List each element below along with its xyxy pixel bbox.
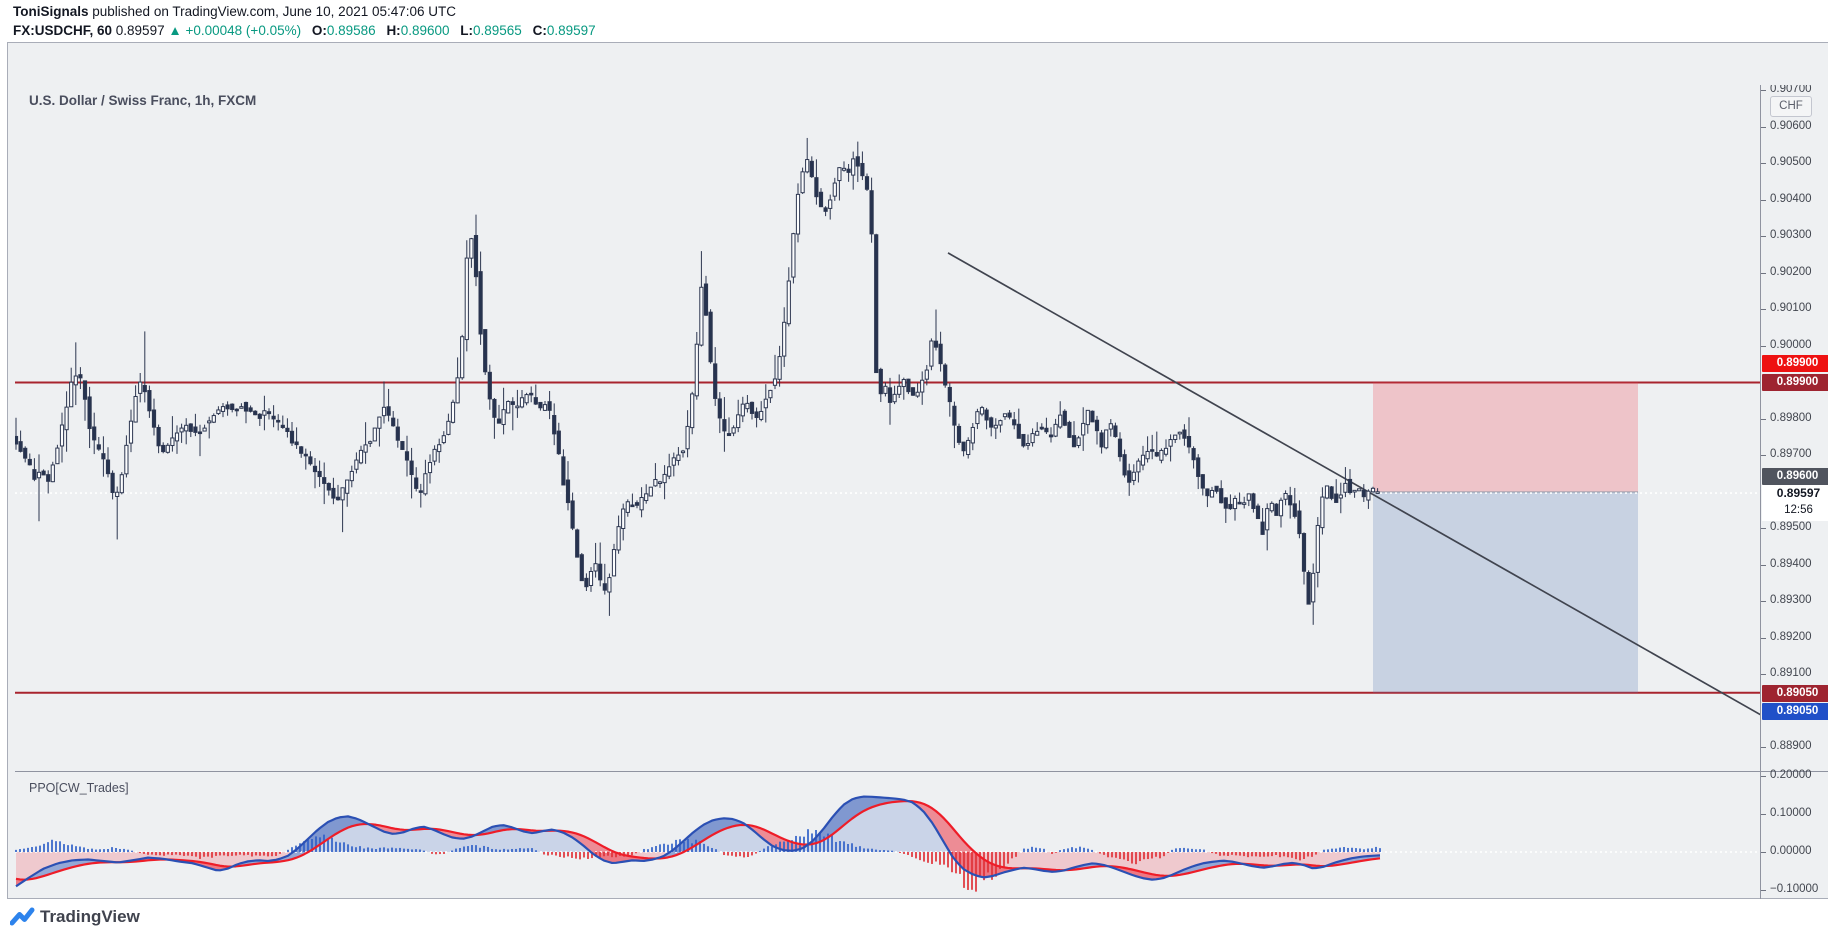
price-tick-label: 0.90500: [1770, 156, 1812, 168]
price-tick-label: 0.90700: [1770, 85, 1812, 95]
price-level-badge: 0.89050: [1762, 685, 1828, 702]
price-scale[interactable]: CHF 0.89597 12:56 0.90700 0.90600 0.90500 0…: [1761, 85, 1828, 914]
price-level-badge: 0.89900: [1762, 355, 1828, 372]
reward-zone[interactable]: [1373, 492, 1638, 693]
price-tick-label: 0.89700: [1770, 448, 1812, 460]
tradingview-logo-icon[interactable]: [10, 905, 36, 931]
ppo-tick-label: 0.00000: [1770, 845, 1812, 857]
price-tick-mark: [1761, 674, 1766, 675]
price-tick-mark: [1761, 236, 1766, 237]
ppo-signal-fill: [1108, 866, 1168, 880]
price-change: +0.00048 (+0.05%): [185, 23, 302, 38]
price-tick-mark: [1761, 747, 1766, 748]
price-tick-label: 0.89300: [1770, 594, 1812, 606]
publisher-name: ToniSignals: [13, 4, 89, 19]
price-tick-label: 0.89200: [1770, 631, 1812, 643]
ppo-signal-fill: [808, 796, 908, 845]
price-tick-label: 0.90400: [1770, 193, 1812, 205]
snapshot-header: ToniSignals published on TradingView.com…: [13, 2, 1413, 40]
footer-bar: TradingView: [0, 899, 1828, 937]
symbol-info-line: FX:USDCHF, 60 0.89597 ▲ +0.00048 (+0.05%…: [13, 21, 1413, 40]
price-tick-label: 0.90100: [1770, 302, 1812, 314]
ppo-zero-fill: [952, 852, 1380, 880]
up-triangle-icon: ▲: [168, 23, 182, 38]
price-level-badge: 0.89600: [1762, 468, 1828, 485]
ppo-tick-label: 0.10000: [1770, 807, 1812, 819]
price-tick-mark: [1761, 528, 1766, 529]
low-label: L:: [460, 23, 474, 38]
ppo-signal-fill: [236, 816, 368, 867]
ppo-signal-fill: [476, 825, 516, 835]
publish-info-text: published on TradingView.com, June 10, 2…: [88, 4, 457, 19]
symbol-interval: FX:USDCHF, 60: [13, 23, 113, 38]
ppo-tick-mark: [1761, 890, 1766, 891]
ppo-pane-canvas[interactable]: [15, 771, 1760, 914]
ppo-signal-line: [15, 800, 1381, 881]
ppo-signal-fill: [748, 825, 804, 851]
chart-widget: U.S. Dollar / Swiss Franc, 1h, FXCM PPO[…: [7, 42, 1828, 937]
price-tick-mark: [1761, 455, 1766, 456]
ppo-signal-fill: [912, 801, 1020, 878]
currency-badge[interactable]: CHF: [1770, 96, 1812, 117]
price-tick-mark: [1761, 127, 1766, 128]
open-value: 0.89586: [326, 23, 376, 38]
risk-zone[interactable]: [1373, 382, 1638, 493]
publish-info-line: ToniSignals published on TradingView.com…: [13, 2, 1413, 21]
current-price-value: 0.89597: [1776, 486, 1821, 500]
ppo-line: [15, 795, 1381, 888]
price-tick-mark: [1761, 90, 1766, 91]
ppo-tick-mark: [1761, 852, 1766, 853]
ppo-tick-mark: [1761, 814, 1766, 815]
ppo-signal-fill: [660, 818, 744, 859]
price-tick-label: 0.90300: [1770, 229, 1812, 241]
ppo-signal-fill: [432, 828, 472, 839]
ppo-zero-fill: [16, 852, 292, 887]
close-label: C:: [532, 23, 547, 38]
tradingview-brand-text[interactable]: TradingView: [40, 907, 140, 926]
chart-title: U.S. Dollar / Swiss Franc, 1h, FXCM: [29, 93, 257, 108]
price-tick-label: 0.90600: [1770, 120, 1812, 132]
price-tick-mark: [1761, 565, 1766, 566]
pane-divider[interactable]: [15, 771, 1828, 772]
price-tick-mark: [1761, 601, 1766, 602]
close-value: 0.89597: [546, 23, 596, 38]
ppo-tick-label: −0.10000: [1770, 883, 1819, 895]
price-tick-label: 0.89400: [1770, 558, 1812, 570]
high-label: H:: [386, 23, 401, 38]
price-tick-label: 0.89100: [1770, 667, 1812, 679]
price-tick-label: 0.90000: [1770, 339, 1812, 351]
price-tick-label: 0.89500: [1770, 521, 1812, 533]
ppo-tick-label: 0.20000: [1770, 769, 1812, 781]
price-tick-mark: [1761, 419, 1766, 420]
candlestick-series: [15, 137, 1380, 625]
price-tick-mark: [1761, 638, 1766, 639]
price-pane-canvas[interactable]: [15, 85, 1760, 771]
bar-countdown: 12:56: [1784, 504, 1813, 516]
price-tick-label: 0.88900: [1770, 740, 1812, 752]
price-tick-mark: [1761, 200, 1766, 201]
ppo-zero-fill: [672, 796, 948, 852]
price-level-badge: 0.89050: [1762, 703, 1828, 720]
price-tick-mark: [1761, 309, 1766, 310]
open-label: O:: [311, 23, 327, 38]
current-price-label: 0.89597 12:56: [1762, 484, 1828, 521]
ppo-signal-fill: [1328, 855, 1380, 866]
indicator-label: PPO[CW_Trades]: [29, 781, 129, 795]
price-tick-mark: [1761, 163, 1766, 164]
price-level-badge: 0.89900: [1762, 374, 1828, 391]
price-scale-border: [1760, 85, 1761, 937]
price-tick-mark: [1761, 346, 1766, 347]
low-value: 0.89565: [473, 23, 522, 38]
price-tick-label: 0.89800: [1770, 412, 1812, 424]
price-tick-label: 0.90200: [1770, 266, 1812, 278]
ppo-tick-mark: [1761, 776, 1766, 777]
ppo-signal-fill: [560, 830, 656, 863]
descending-trendline[interactable]: [947, 252, 1760, 716]
price-tick-mark: [1761, 273, 1766, 274]
last-price: 0.89597: [115, 23, 165, 38]
high-value: 0.89600: [400, 23, 450, 38]
